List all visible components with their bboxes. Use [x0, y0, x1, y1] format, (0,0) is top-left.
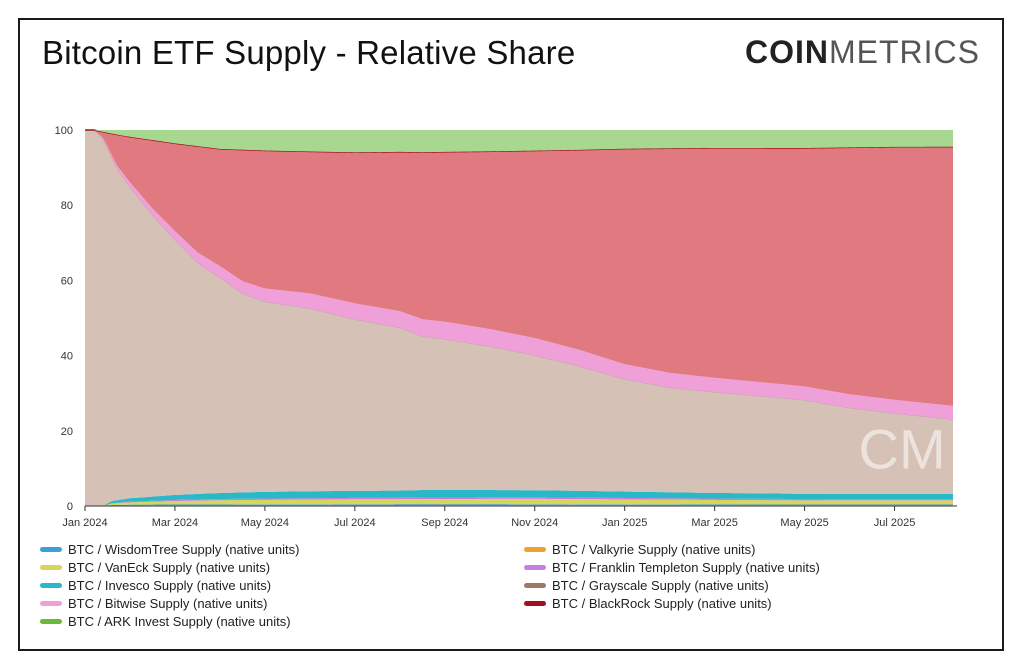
- watermark-cm: CM: [859, 417, 946, 480]
- area-ark-invest: [85, 130, 953, 153]
- x-tick-label: Mar 2025: [691, 517, 737, 529]
- area-grayscale: [85, 130, 953, 506]
- legend-swatch: [40, 564, 62, 570]
- area-vaneck: [85, 498, 953, 506]
- y-tick-label-40: 40: [61, 351, 73, 363]
- legend-item: BTC / Franklin Templeton Supply (native …: [524, 558, 820, 576]
- legend-swatch: [524, 564, 546, 570]
- legend-label: BTC / BlackRock Supply (native units): [552, 595, 772, 611]
- y-tick-label-60: 60: [61, 275, 73, 287]
- area-invesco: [85, 489, 953, 506]
- legend-label: BTC / VanEck Supply (native units): [68, 559, 271, 575]
- x-tick-label: Jul 2025: [874, 517, 916, 529]
- legend-right-column: BTC / Valkyrie Supply (native units) BTC …: [524, 540, 820, 612]
- legend-label: BTC / WisdomTree Supply (native units): [68, 541, 300, 557]
- legend-swatch: [524, 546, 546, 552]
- chart-frame: Bitcoin ETF Supply - Relative Share COIN…: [18, 18, 1004, 651]
- stacked-area-chart: CM 0 20 40 60 80 100 Jan 2024 Mar 2024 May 2024 Ju…: [55, 125, 957, 529]
- legend-swatch: [524, 600, 546, 606]
- area-wisdomtree: [85, 503, 953, 506]
- x-tick-label: May 2025: [780, 517, 828, 529]
- area-franklin-templeton: [85, 497, 953, 506]
- x-tick-label: Nov 2024: [511, 517, 558, 529]
- brand-logo-bold: COIN: [745, 34, 829, 70]
- legend-item: BTC / Invesco Supply (native units): [40, 576, 299, 594]
- legend-item: BTC / WisdomTree Supply (native units): [40, 540, 299, 558]
- legend-label: BTC / Franklin Templeton Supply (native …: [552, 559, 820, 575]
- x-tick-label: Sep 2024: [421, 517, 468, 529]
- x-tick-label: Jan 2025: [602, 517, 647, 529]
- legend-swatch: [40, 582, 62, 588]
- legend-item: BTC / BlackRock Supply (native units): [524, 594, 820, 612]
- legend-swatch: [40, 546, 62, 552]
- legend-item: BTC / ARK Invest Supply (native units): [40, 612, 299, 630]
- x-tick-label: Jan 2024: [62, 517, 107, 529]
- legend-label: BTC / ARK Invest Supply (native units): [68, 613, 291, 629]
- area-blackrock: [85, 130, 953, 406]
- legend-item: BTC / VanEck Supply (native units): [40, 558, 299, 576]
- x-tick-label: Mar 2024: [152, 517, 198, 529]
- y-tick-label-80: 80: [61, 200, 73, 212]
- legend-label: BTC / Valkyrie Supply (native units): [552, 541, 756, 557]
- y-tick-label-0: 0: [67, 501, 73, 513]
- legend-label: BTC / Grayscale Supply (native units): [552, 577, 769, 593]
- legend-item: BTC / Bitwise Supply (native units): [40, 594, 299, 612]
- x-tick-label: May 2024: [241, 517, 289, 529]
- legend-label: BTC / Invesco Supply (native units): [68, 577, 272, 593]
- x-tick-label: Jul 2024: [334, 517, 376, 529]
- legend-item: BTC / Grayscale Supply (native units): [524, 576, 820, 594]
- legend-left-column: BTC / WisdomTree Supply (native units) BT…: [40, 540, 299, 630]
- legend-label: BTC / Bitwise Supply (native units): [68, 595, 268, 611]
- legend-swatch: [40, 618, 62, 624]
- legend-swatch: [524, 582, 546, 588]
- brand-logo-light: METRICS: [829, 34, 980, 70]
- legend-swatch: [40, 600, 62, 606]
- legend-item: BTC / Valkyrie Supply (native units): [524, 540, 820, 558]
- chart-title: Bitcoin ETF Supply - Relative Share: [42, 34, 576, 71]
- brand-logo: COINMETRICS: [745, 34, 980, 71]
- y-tick-label-20: 20: [61, 426, 73, 438]
- y-tick-label-100: 100: [55, 125, 73, 137]
